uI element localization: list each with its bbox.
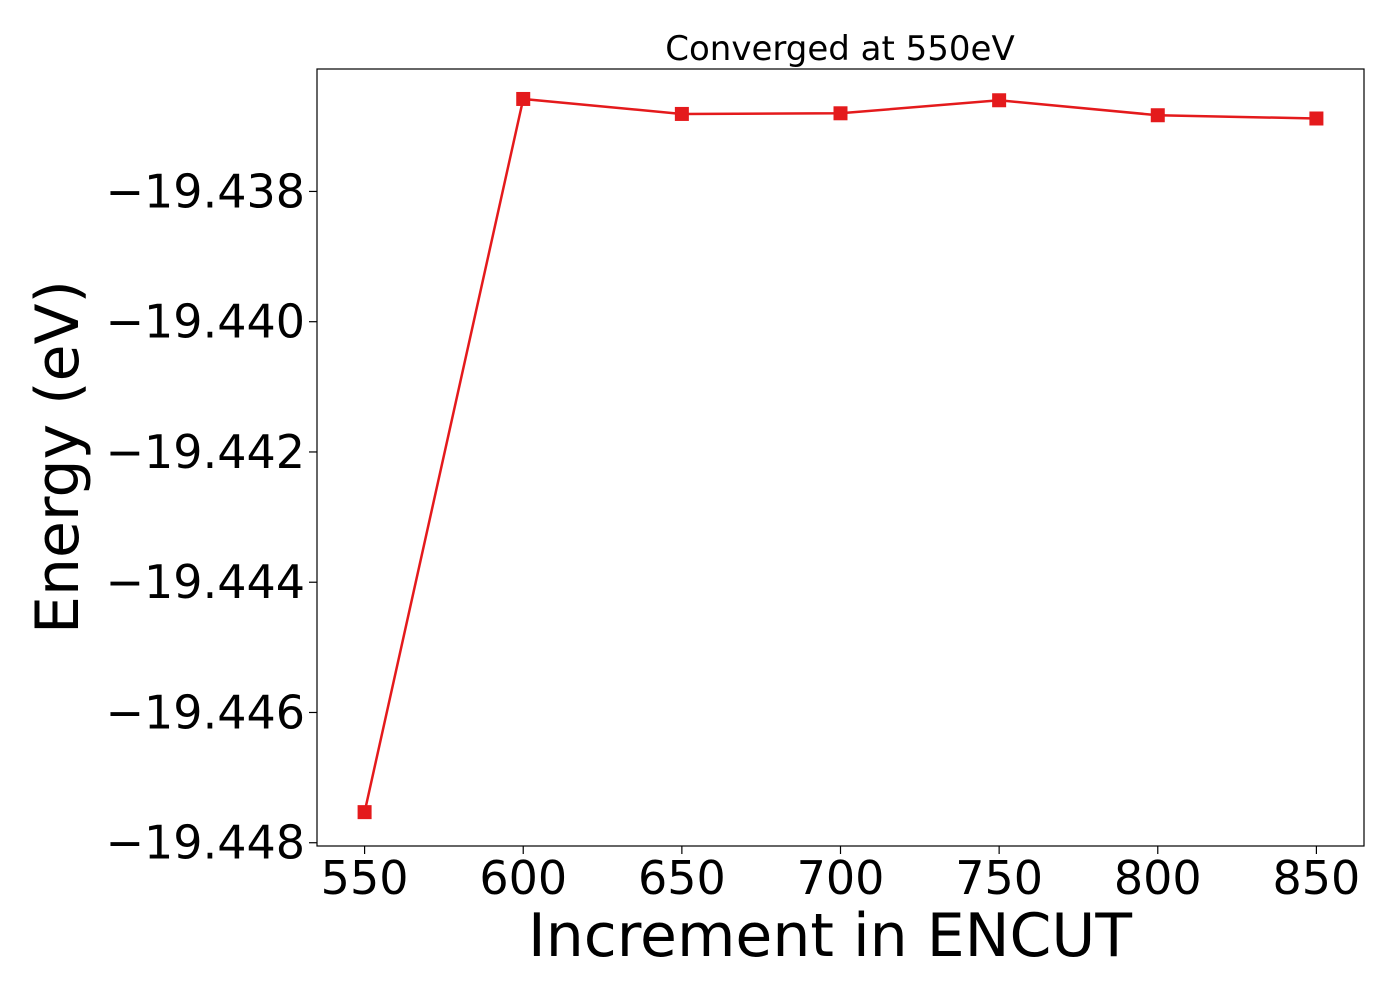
data-point-marker (1150, 108, 1165, 123)
data-point-marker (833, 106, 848, 121)
data-point-marker (674, 106, 689, 121)
data-point-marker (516, 91, 531, 106)
x-tick-label: 600 (479, 851, 567, 905)
data-point-marker (1309, 111, 1324, 126)
series-layer (357, 91, 1324, 820)
y-tick-label: −19.438 (106, 164, 306, 218)
data-point-marker (992, 93, 1007, 108)
x-tick-label: 750 (955, 851, 1043, 905)
y-tick-label: −19.444 (106, 555, 306, 609)
x-axis-label: Increment in ENCUT (528, 901, 1132, 971)
data-point-marker (357, 805, 372, 820)
x-tick-label: 800 (1114, 851, 1202, 905)
y-tick-label: −19.448 (106, 816, 306, 870)
x-tick-label: 850 (1273, 851, 1361, 905)
series-line (363, 97, 1317, 813)
plot-area-frame (316, 68, 1365, 847)
y-tick-label: −19.446 (106, 685, 306, 739)
x-tick-label: 700 (797, 851, 885, 905)
y-tick-label: −19.440 (106, 295, 306, 349)
x-tick-label: 650 (638, 851, 726, 905)
x-axis: 550 600 650 700 750 800 850 (321, 846, 1361, 905)
x-tick-label: 550 (321, 851, 409, 905)
y-axis-label: Energy (eV) (23, 280, 93, 634)
y-tick-label: −19.442 (106, 425, 306, 479)
chart-title: Converged at 550eV (665, 29, 1014, 69)
y-axis: −19.438 −19.440 −19.442 −19.444 −19.446 −19.4… (106, 164, 317, 870)
